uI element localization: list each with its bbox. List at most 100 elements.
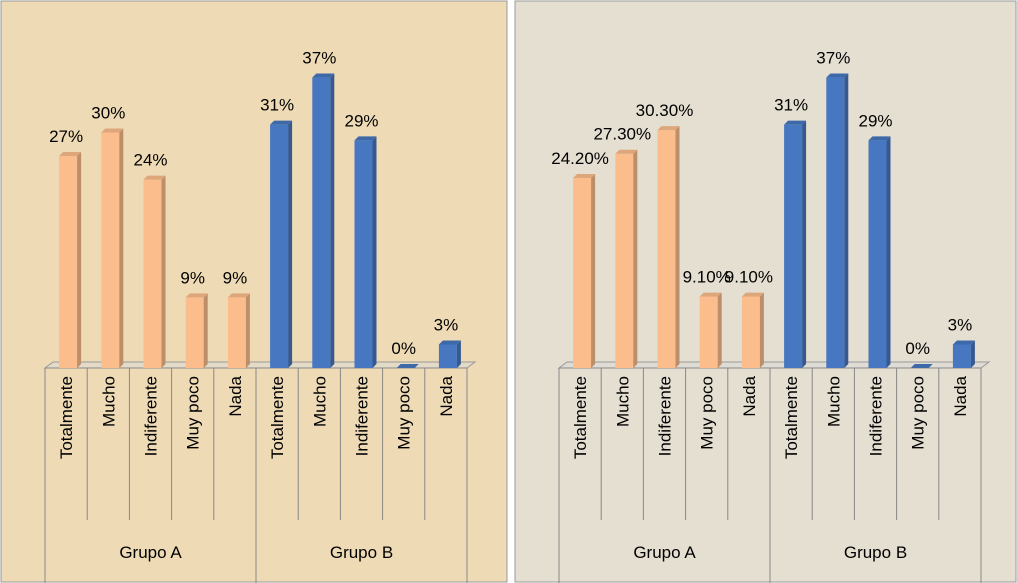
data-label: 29% bbox=[344, 111, 378, 130]
bar bbox=[868, 140, 887, 368]
x-tick-label: Nada bbox=[226, 375, 245, 416]
bar-top bbox=[699, 292, 722, 297]
bar-top bbox=[868, 136, 891, 141]
panel-background bbox=[0, 0, 508, 583]
bar bbox=[354, 140, 373, 368]
bar bbox=[227, 297, 246, 368]
chart-panel: 24.20% Totalmente 27.30% Mucho 30.30% Indifer… bbox=[514, 0, 1017, 583]
bar-top bbox=[615, 149, 638, 154]
bar bbox=[312, 77, 331, 369]
bar-top bbox=[270, 120, 293, 125]
bar-top bbox=[910, 364, 933, 368]
group-label: Grupo B bbox=[330, 543, 393, 562]
data-label: 0% bbox=[391, 339, 416, 358]
x-tick-label: Muy poco bbox=[395, 376, 414, 450]
bar bbox=[59, 156, 78, 368]
bar-top bbox=[952, 340, 975, 345]
bar-side bbox=[245, 293, 250, 368]
bar bbox=[741, 296, 760, 368]
x-tick-label: Mucho bbox=[824, 376, 843, 427]
data-label: 27.30% bbox=[593, 125, 651, 144]
data-label: 9% bbox=[180, 268, 205, 287]
bar-side bbox=[330, 73, 335, 369]
bar-top bbox=[143, 175, 166, 180]
bar bbox=[438, 344, 457, 368]
bar-top bbox=[573, 174, 596, 179]
bar-top bbox=[438, 340, 461, 345]
bar-side bbox=[288, 120, 293, 369]
x-tick-label: Nada bbox=[951, 375, 970, 416]
data-label: 9.10% bbox=[725, 268, 773, 287]
x-tick-label: Mucho bbox=[613, 376, 632, 427]
group-label: Grupo B bbox=[844, 543, 907, 562]
bar-side bbox=[77, 152, 82, 368]
group-label: Grupo A bbox=[633, 543, 696, 562]
data-label: 9% bbox=[223, 268, 248, 287]
chart-panel: 27% Totalmente 30% Mucho 24% Indiferente 9% Muy… bbox=[0, 0, 508, 583]
data-label: 31% bbox=[260, 96, 294, 115]
bar bbox=[185, 297, 204, 368]
data-label: 3% bbox=[434, 315, 459, 334]
bar-side bbox=[633, 149, 638, 368]
bar-side bbox=[717, 292, 722, 368]
data-label: 37% bbox=[816, 49, 850, 68]
x-tick-label: Muy poco bbox=[184, 376, 203, 450]
x-tick-label: Totalmente bbox=[268, 376, 287, 459]
x-tick-label: Totalmente bbox=[57, 376, 76, 459]
group-label: Grupo A bbox=[119, 543, 182, 562]
bar-top bbox=[185, 293, 208, 298]
bar-top bbox=[657, 126, 680, 131]
bar bbox=[699, 296, 718, 368]
bar-top bbox=[227, 293, 250, 298]
panel-background bbox=[514, 0, 1017, 583]
x-tick-label: Muy poco bbox=[909, 376, 928, 450]
bar-side bbox=[675, 126, 680, 369]
bar bbox=[573, 178, 592, 368]
data-label: 0% bbox=[905, 339, 930, 358]
data-label: 24% bbox=[133, 151, 167, 170]
x-tick-label: Muy poco bbox=[698, 376, 717, 450]
data-label: 24.20% bbox=[551, 149, 609, 168]
bar-side bbox=[372, 136, 377, 368]
data-label: 9.10% bbox=[683, 268, 731, 287]
x-tick-label: Mucho bbox=[310, 376, 329, 427]
bar bbox=[101, 132, 120, 368]
bar-top bbox=[826, 73, 849, 78]
bar-side bbox=[802, 120, 807, 369]
bar bbox=[826, 77, 845, 369]
x-tick-label: Indiferente bbox=[656, 376, 675, 456]
bar bbox=[952, 344, 971, 368]
x-tick-label: Indiferente bbox=[142, 376, 161, 456]
bar-side bbox=[119, 128, 124, 368]
bar-side bbox=[844, 73, 849, 369]
x-tick-label: Indiferente bbox=[867, 376, 886, 456]
bar-top bbox=[101, 128, 124, 133]
bar-side bbox=[591, 174, 596, 368]
x-tick-label: Nada bbox=[437, 375, 456, 416]
data-label: 37% bbox=[302, 49, 336, 68]
bar bbox=[657, 130, 676, 368]
data-label: 30% bbox=[91, 104, 125, 123]
bar-side bbox=[161, 175, 166, 368]
bar-top bbox=[354, 136, 377, 141]
bar bbox=[784, 124, 803, 369]
data-label: 29% bbox=[858, 111, 892, 130]
x-tick-label: Nada bbox=[740, 375, 759, 416]
bar-top bbox=[312, 73, 335, 78]
x-tick-label: Mucho bbox=[99, 376, 118, 427]
data-label: 3% bbox=[948, 315, 973, 334]
x-tick-label: Indiferente bbox=[353, 376, 372, 456]
bar bbox=[615, 153, 634, 368]
bar-side bbox=[759, 292, 764, 368]
bar-top bbox=[59, 152, 82, 157]
bar-top bbox=[396, 364, 419, 368]
bar-top bbox=[741, 292, 764, 297]
bar-top bbox=[784, 120, 807, 125]
bar bbox=[270, 124, 289, 369]
bar-side bbox=[456, 340, 461, 368]
bar bbox=[143, 179, 162, 368]
x-tick-label: Totalmente bbox=[782, 376, 801, 459]
bar-side bbox=[203, 293, 208, 368]
x-tick-label: Totalmente bbox=[571, 376, 590, 459]
